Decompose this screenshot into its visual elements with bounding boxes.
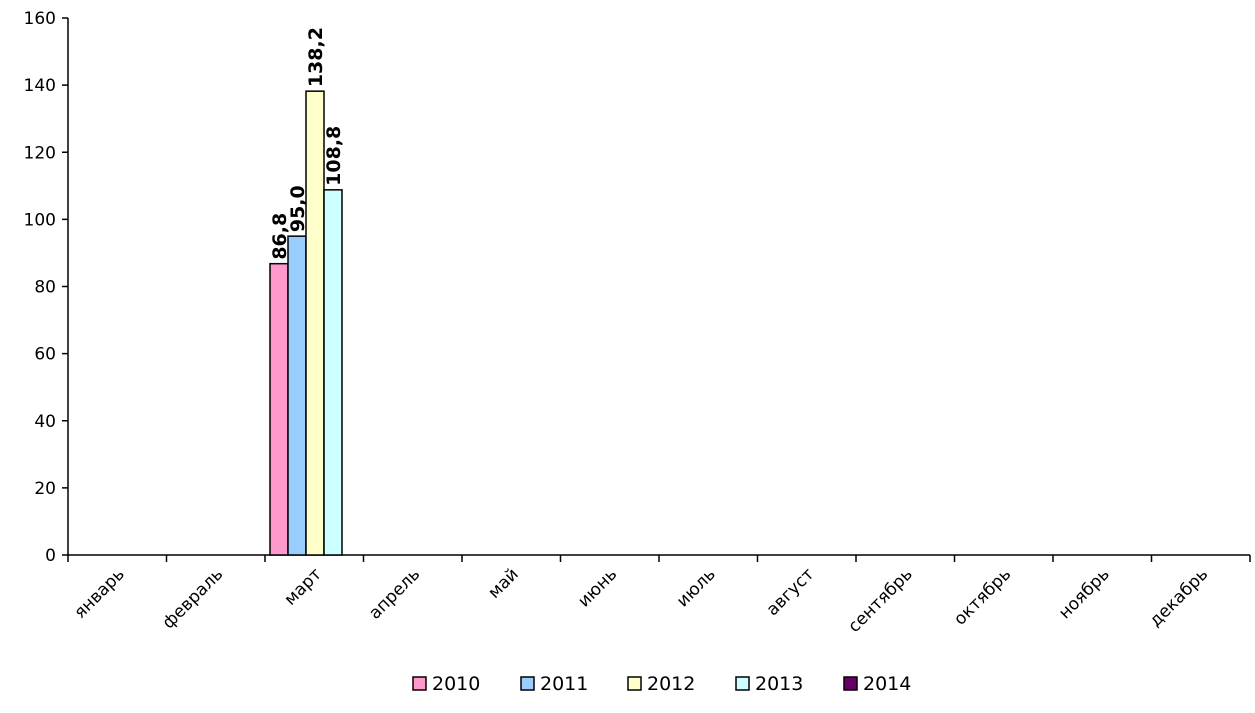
y-axis: 0 20 40 60 80 100 120 140 160 xyxy=(24,9,69,566)
legend-item-2011[interactable]: 2011 xyxy=(520,673,588,695)
legend-swatch xyxy=(843,676,858,691)
data-label: 86,8 xyxy=(269,213,291,260)
x-tick-label: июнь xyxy=(574,564,621,611)
x-tick-label: январь xyxy=(70,564,128,622)
x-tick-label: октябрь xyxy=(950,564,1015,629)
y-tick-label: 140 xyxy=(24,76,56,96)
legend-label: 2012 xyxy=(647,673,695,695)
legend-swatch xyxy=(627,676,642,691)
bar-2010-март[interactable] xyxy=(269,262,289,556)
bars xyxy=(269,90,343,556)
y-tick-label: 100 xyxy=(24,210,56,230)
bar-2011-март[interactable] xyxy=(287,235,307,556)
y-tick-label: 160 xyxy=(24,9,56,29)
data-label: 95,0 xyxy=(287,185,309,232)
legend-swatch xyxy=(735,676,750,691)
y-tick-label: 80 xyxy=(34,278,56,298)
x-tick-label: март xyxy=(281,564,326,609)
y-tick-label: 120 xyxy=(24,143,56,163)
legend-swatch xyxy=(520,676,535,691)
legend-item-2014[interactable]: 2014 xyxy=(843,673,911,695)
legend-label: 2013 xyxy=(755,673,803,695)
data-label: 108,8 xyxy=(323,126,345,186)
legend-label: 2010 xyxy=(432,673,480,695)
y-tick-label: 40 xyxy=(34,412,56,432)
x-tick-label: август xyxy=(763,564,819,620)
y-tick-label: 60 xyxy=(34,345,56,365)
bar-2012-март[interactable] xyxy=(305,90,325,556)
legend-label: 2011 xyxy=(540,673,588,695)
x-tick-label: июль xyxy=(673,564,720,611)
legend-item-2012[interactable]: 2012 xyxy=(627,673,695,695)
x-tick-label: сентябрь xyxy=(844,564,916,636)
data-label: 138,2 xyxy=(305,27,327,87)
x-tick-label: ноябрь xyxy=(1055,564,1114,623)
legend-swatch xyxy=(412,676,427,691)
x-tick-label: апрель xyxy=(365,564,424,623)
legend-item-2013[interactable]: 2013 xyxy=(735,673,803,695)
bar-2013-март[interactable] xyxy=(323,189,343,556)
x-tick-label: май xyxy=(484,564,522,602)
x-tick-label: декабрь xyxy=(1146,564,1213,631)
legend[interactable]: 2010 2011 2012 2013 2014 xyxy=(412,673,911,695)
legend-item-2010[interactable]: 2010 xyxy=(412,673,480,695)
x-axis: январь февраль март апрель май июнь июль август… xyxy=(67,554,1251,637)
legend-label: 2014 xyxy=(863,673,911,695)
x-tick-label: февраль xyxy=(159,564,228,633)
y-tick-label: 0 xyxy=(45,546,56,566)
y-tick-label: 20 xyxy=(34,479,56,499)
data-labels: 86,895,0 138,2 108,8 xyxy=(269,27,345,260)
